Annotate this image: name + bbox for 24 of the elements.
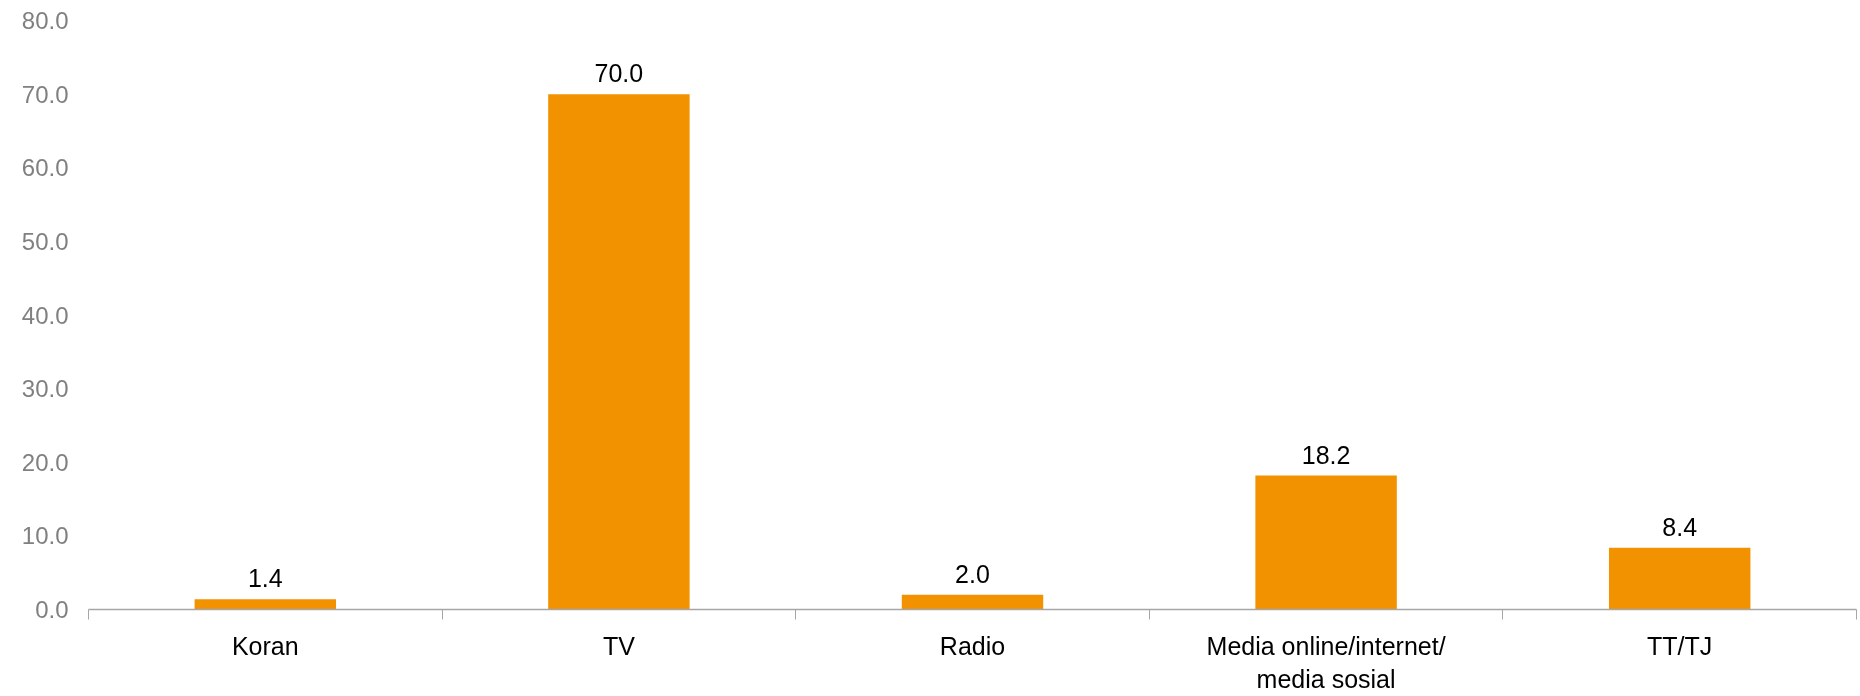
- bar: [1608, 547, 1751, 610]
- bar: [194, 599, 337, 610]
- data-label: 70.0: [594, 59, 644, 88]
- x-tick-label: Media online/internet/ media sosial: [1206, 631, 1446, 694]
- y-tick-label: 80.0: [21, 7, 69, 34]
- y-tick-label: 10.0: [21, 522, 69, 550]
- data-label: 8.4: [1662, 512, 1698, 541]
- bar: [901, 594, 1044, 610]
- x-tick-label: TV: [602, 631, 636, 660]
- data-label: 18.2: [1301, 440, 1351, 469]
- bar: [548, 94, 690, 610]
- y-tick-label: 50.0: [21, 227, 69, 255]
- y-tick-label: 60.0: [21, 154, 69, 182]
- y-tick-label: 20.0: [21, 448, 69, 476]
- y-tick-label: 40.0: [21, 301, 69, 329]
- data-label: 1.4: [247, 564, 283, 593]
- x-tick-label: Koran: [231, 631, 299, 660]
- bar: [1255, 475, 1397, 610]
- y-tick-label: 0.0: [35, 596, 69, 623]
- x-tick-label: TT/TJ: [1647, 631, 1713, 660]
- x-tick-label: Radio: [939, 631, 1006, 660]
- y-tick-label: 30.0: [21, 375, 69, 403]
- y-tick-label: 70.0: [21, 80, 69, 108]
- data-label: 2.0: [955, 559, 990, 588]
